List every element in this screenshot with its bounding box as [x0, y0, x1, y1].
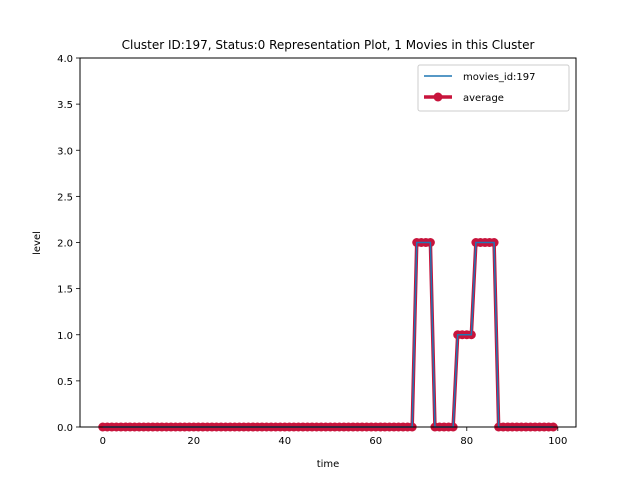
y-tick-label: 3.5 — [57, 100, 73, 111]
y-tick-label: 3.0 — [57, 146, 73, 157]
legend: movies_id:197 average — [417, 64, 570, 112]
legend-label-average: average — [463, 93, 504, 104]
x-tick-label: 100 — [548, 436, 567, 447]
x-tick-label: 60 — [369, 436, 382, 447]
x-axis-label: time — [317, 459, 340, 470]
plot-frame — [79, 57, 577, 428]
y-tick-label: 1.5 — [57, 285, 73, 296]
x-tick-label: 0 — [100, 436, 106, 447]
y-tick-label: 2.5 — [57, 192, 73, 203]
plot-area — [80, 58, 576, 427]
y-axis-label: level — [32, 231, 43, 255]
y-axis-ticks: 0.0 0.5 1.0 1.5 2.0 2.5 3.0 3.5 4.0 — [57, 54, 80, 434]
y-tick-label: 1.0 — [57, 331, 73, 342]
x-tick-label: 80 — [460, 436, 473, 447]
y-tick-label: 0.0 — [57, 423, 73, 434]
legend-label-movies: movies_id:197 — [463, 72, 536, 83]
chart-title: Cluster ID:197, Status:0 Representation … — [122, 38, 535, 52]
y-tick-label: 2.0 — [57, 239, 73, 250]
y-tick-label: 0.5 — [57, 377, 73, 388]
legend-box — [417, 64, 570, 112]
x-tick-label: 20 — [187, 436, 200, 447]
x-tick-label: 40 — [278, 436, 291, 447]
y-tick-label: 4.0 — [57, 54, 73, 65]
legend-marker-average — [433, 92, 443, 102]
